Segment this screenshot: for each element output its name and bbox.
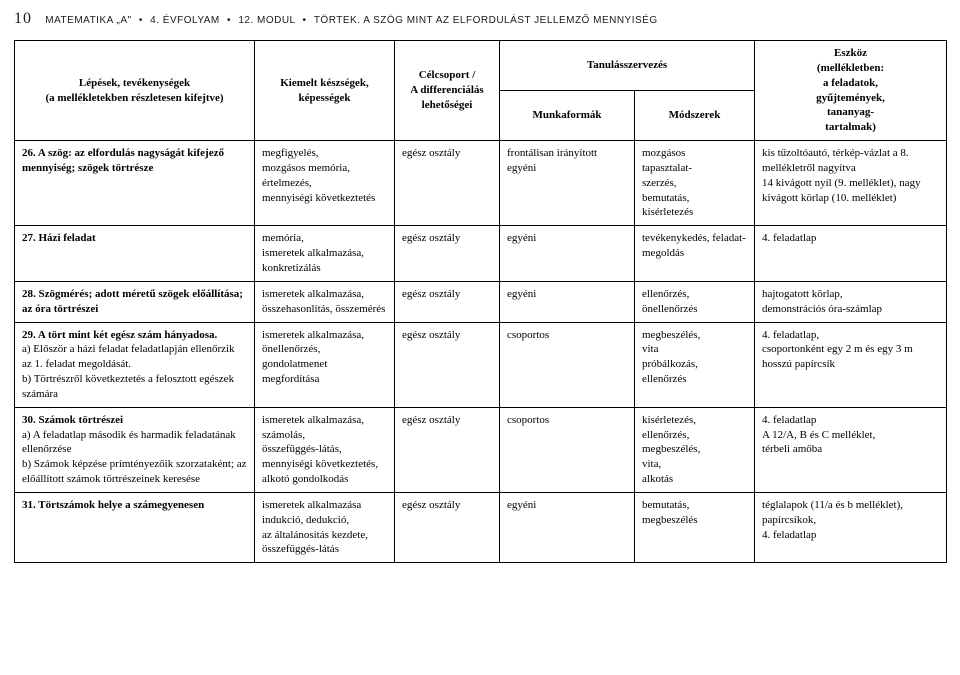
table-row: 30. Számok törtrészei a) A feladatlap más… [15,407,947,492]
cell-c2: ismeretek alkalmazása,számolás,összefügg… [255,407,395,492]
cell-c5: mozgásostapasztalat-szerzés,bemutatás,kí… [635,141,755,226]
cell-c3: egész osztály [395,322,500,407]
cell-c6: téglalapok (11/a és b melléklet),papírcs… [755,492,947,562]
row-label-sub: a) Először a házi feladat feladatlapján … [22,342,247,401]
breadcrumb: 10 MATEMATIKA „A" • 4. ÉVFOLYAM • 12. MO… [0,0,960,40]
table-row: 29. A tört mint két egész szám hányadosa… [15,322,947,407]
row-label-main: 31. Törtszámok helye a számegyenesen [22,499,204,511]
cell-c2: ismeretek alkalmazása,önellenőrzés,gondo… [255,322,395,407]
header-tools: Eszköz(mellékletben:a feladatok,gyűjtemé… [755,41,947,141]
cell-c4: egyéni [500,226,635,282]
cell-c4: egyéni [500,281,635,322]
header-methods: Módszerek [635,91,755,141]
cell-c3: egész osztály [395,492,500,562]
table-row: 27. Házi feladat memória,ismeretek alkalm… [15,226,947,282]
cell-c6: hajtogatott körlap,demonstrációs óra-szá… [755,281,947,322]
header-skills: Kiemelt készségek, képességek [255,41,395,141]
cell-c5: bemutatás,megbeszélés [635,492,755,562]
cell-c5: megbeszélés,vitapróbálkozás,ellenőrzés [635,322,755,407]
cell-c5: ellenőrzés,önellenőrzés [635,281,755,322]
row-label: 27. Házi feladat [15,226,255,282]
cell-c6: kis tűzoltóautó, térkép-vázlat a 8. mell… [755,141,947,226]
header-workforms: Munkaformák [500,91,635,141]
cell-c4: csoportos [500,407,635,492]
cell-c4: egyéni [500,492,635,562]
row-label: 31. Törtszámok helye a számegyenesen [15,492,255,562]
main-table: Lépések, tevékenységek(a mellékletekben … [14,40,947,563]
row-label: 26. A szög: az elfordulás nagyságát kife… [15,141,255,226]
breadcrumb-part-1: MATEMATIKA „A" [45,15,131,26]
breadcrumb-part-4: TÖRTEK. A SZÖG MINT AZ ELFORDULÁST JELLE… [314,15,658,26]
cell-c2: memória,ismeretek alkalmazása,konkretizá… [255,226,395,282]
cell-c4: frontálisan irányított egyéni [500,141,635,226]
table-row: 26. A szög: az elfordulás nagyságát kife… [15,141,947,226]
table-row: 31. Törtszámok helye a számegyenesen isme… [15,492,947,562]
cell-c6: 4. feladatlap [755,226,947,282]
row-label: 30. Számok törtrészei a) A feladatlap más… [15,407,255,492]
cell-c6: 4. feladatlapA 12/A, B és C melléklet,té… [755,407,947,492]
breadcrumb-sep-3: • [303,15,307,26]
breadcrumb-part-2: 4. ÉVFOLYAM [150,15,220,26]
row-label-sub: a) A feladatlap második és harmadik fela… [22,428,247,487]
row-label-main: 27. Házi feladat [22,232,96,244]
cell-c4: csoportos [500,322,635,407]
cell-c2: ismeretek alkalmazásaindukció, dedukció,… [255,492,395,562]
row-label-main: 26. A szög: az elfordulás nagyságát kife… [22,147,224,174]
table-body: 26. A szög: az elfordulás nagyságát kife… [15,141,947,563]
cell-c3: egész osztály [395,141,500,226]
breadcrumb-sep-1: • [139,15,143,26]
row-label-main: 30. Számok törtrészei [22,414,123,426]
breadcrumb-part-3: 12. MODUL [238,15,295,26]
row-label: 28. Szögmérés; adott méretű szögek előál… [15,281,255,322]
row-label-main: 29. A tört mint két egész szám hányadosa… [22,329,217,341]
breadcrumb-sep-2: • [227,15,231,26]
table-header-row-1: Lépések, tevékenységek(a mellékletekben … [15,41,947,91]
cell-c5: tevékenykedés, feladat-megoldás [635,226,755,282]
cell-c3: egész osztály [395,226,500,282]
header-learning-org: Tanulásszervezés [500,41,755,91]
row-label-main: 28. Szögmérés; adott méretű szögek előál… [22,288,243,315]
cell-c3: egész osztály [395,407,500,492]
cell-c6: 4. feladatlap,csoportonként egy 2 m és e… [755,322,947,407]
cell-c3: egész osztály [395,281,500,322]
page-number: 10 [14,10,32,28]
table-row: 28. Szögmérés; adott méretű szögek előál… [15,281,947,322]
header-targetgroup: Célcsoport /A differenciálás lehetőségei [395,41,500,141]
cell-c2: megfigyelés,mozgásos memória,értelmezés,… [255,141,395,226]
row-label: 29. A tört mint két egész szám hányadosa… [15,322,255,407]
cell-c5: kísérletezés,ellenőrzés,megbeszélés,vita… [635,407,755,492]
cell-c2: ismeretek alkalmazása,összehasonlítás, ö… [255,281,395,322]
header-steps: Lépések, tevékenységek(a mellékletekben … [15,41,255,141]
